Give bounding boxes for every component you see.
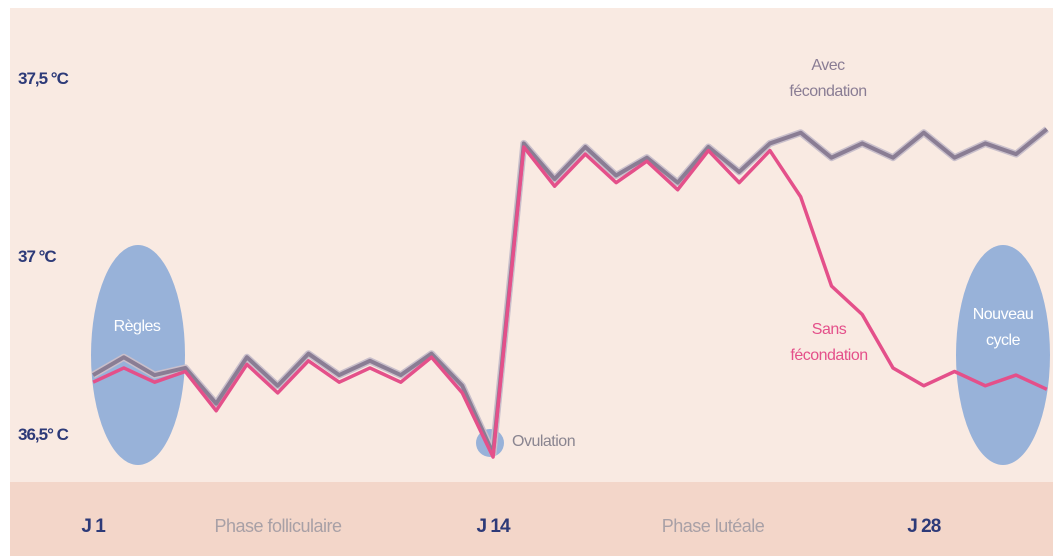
new-cycle-marker (956, 245, 1050, 465)
axis-band (10, 482, 1053, 556)
line (92, 127, 1049, 456)
y-tick-label: 37 °C (18, 247, 56, 266)
annotation: cycle (986, 332, 1021, 349)
annotation: Ovulation (512, 433, 575, 450)
annotation: Sans (812, 321, 847, 338)
period-marker (91, 245, 185, 465)
plot-background (10, 8, 1053, 482)
phase-label: Phase lutéale (662, 516, 765, 536)
x-tick-label: J 1 (81, 516, 106, 537)
x-tick-label: J 28 (907, 516, 940, 537)
x-tick-label: J 14 (477, 516, 511, 537)
phase-label: Phase folliculaire (214, 516, 342, 536)
annotation: Avec (811, 57, 845, 74)
annotation: Règles (114, 318, 161, 335)
annotation: fécondation (790, 347, 867, 364)
y-tick-label: 36,5° C (18, 425, 69, 444)
line (92, 145, 1048, 459)
annotation: fécondation (789, 83, 866, 100)
y-tick-label: 37,5 °C (18, 69, 69, 88)
annotation: Nouveau (973, 306, 1034, 323)
